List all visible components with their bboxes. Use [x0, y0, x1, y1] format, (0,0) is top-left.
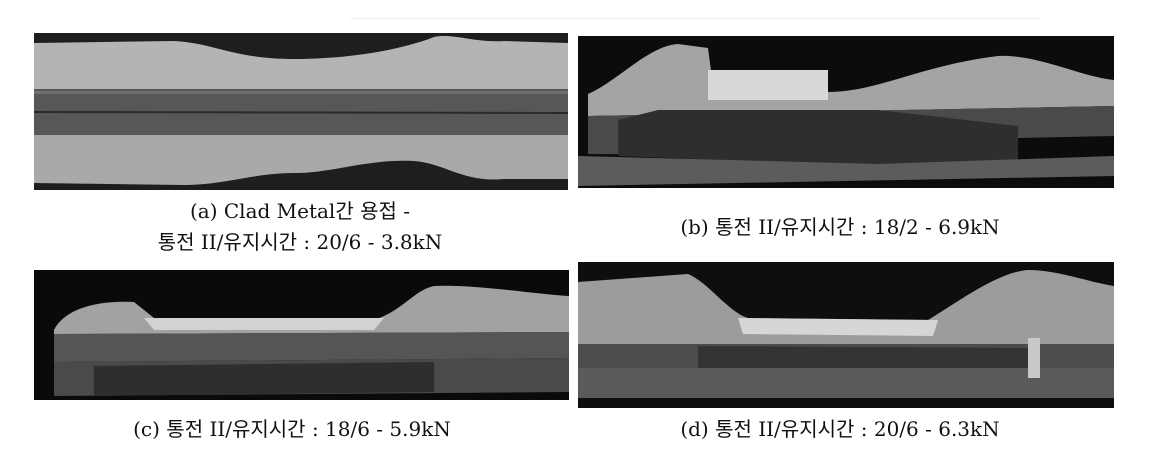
caption-a: (a) Clad Metal간 용접 - 통전 II/유지시간 : 20/6 -…	[0, 196, 600, 258]
caption-b: (b) 통전 II/유지시간 : 18/2 - 6.9kN	[560, 212, 1120, 243]
caption-line: (b) 통전 II/유지시간 : 18/2 - 6.9kN	[680, 215, 1000, 239]
rule	[350, 18, 1040, 19]
micrograph-d	[578, 262, 1114, 408]
caption-line: (c) 통전 II/유지시간 : 18/6 - 5.9kN	[133, 417, 451, 441]
micrograph-b	[578, 36, 1114, 188]
caption-line: (a) Clad Metal간 용접 -	[189, 199, 410, 223]
micrograph-c	[34, 270, 569, 400]
caption-c: (c) 통전 II/유지시간 : 18/6 - 5.9kN	[0, 414, 584, 445]
micrograph-a	[34, 33, 568, 190]
caption-d: (d) 통전 II/유지시간 : 20/6 - 6.3kN	[560, 414, 1120, 445]
caption-line: 통전 II/유지시간 : 20/6 - 3.8kN	[157, 230, 443, 254]
caption-line: (d) 통전 II/유지시간 : 20/6 - 6.3kN	[680, 417, 1000, 441]
